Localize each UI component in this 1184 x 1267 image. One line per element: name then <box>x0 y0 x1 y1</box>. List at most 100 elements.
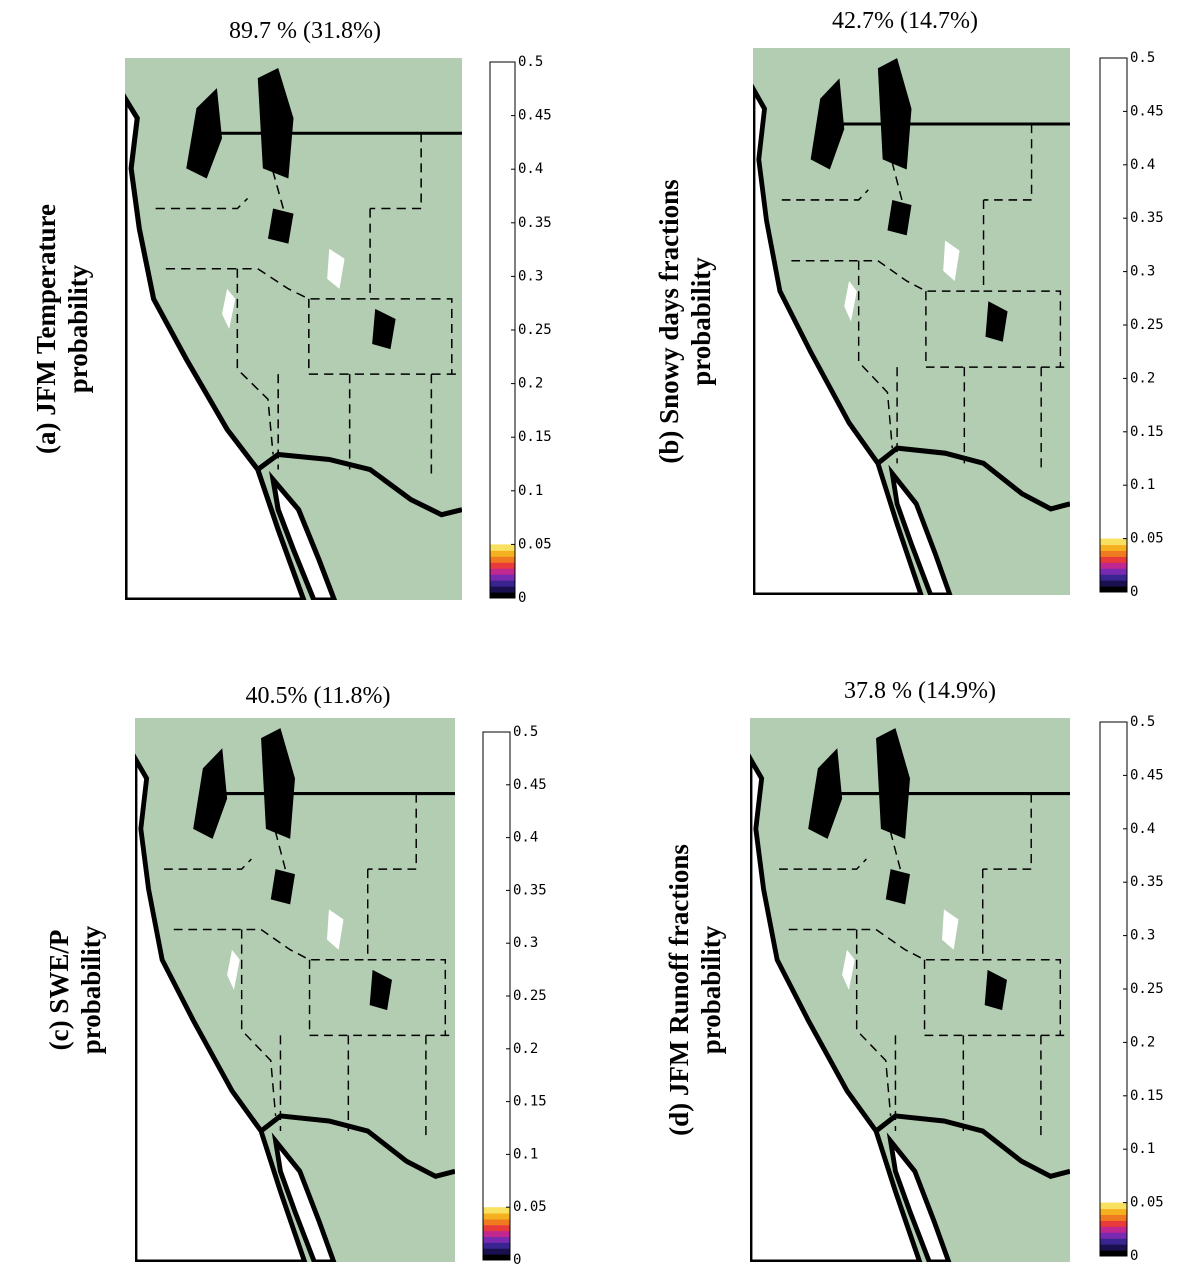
colorbar-swatch <box>1100 1226 1127 1232</box>
colorbar-tick-label: 0.25 <box>1130 981 1164 997</box>
colorbar-swatch <box>1100 574 1127 580</box>
colorbar-tick-label: 0.3 <box>513 935 538 951</box>
colorbar-swatch <box>1100 1203 1127 1209</box>
colorbar-tick-label: 0.1 <box>513 1146 538 1162</box>
colorbar-swatch <box>490 562 515 568</box>
colorbar-swatch <box>1100 1244 1127 1250</box>
colorbar-tick-label: 0.15 <box>513 1094 547 1110</box>
colorbar-swatch <box>1100 1220 1127 1226</box>
colorbar-tick-label: 0 <box>518 590 526 606</box>
colorbar-tick-label: 0.4 <box>513 830 538 846</box>
side-label-line: (c) SWE/P <box>44 930 74 1051</box>
panel-title: 89.7 % (31.8%) <box>229 18 381 44</box>
colorbar-swatch <box>1100 580 1127 586</box>
panel-title: 42.7% (14.7%) <box>832 8 978 34</box>
colorbar-tick-label: 0.15 <box>518 429 552 445</box>
side-label-line: probability <box>686 257 716 386</box>
colorbar-tick-label: 0.3 <box>1130 264 1155 280</box>
colorbar-swatch <box>1100 545 1127 551</box>
colorbar-swatch <box>490 556 515 562</box>
colorbar-tick-label: 0.35 <box>1130 874 1164 890</box>
colorbar-swatch <box>483 1231 510 1237</box>
colorbar-tick-label: 0.05 <box>518 536 552 552</box>
colorbar-swatch <box>483 1237 510 1243</box>
colorbar-tick-label: 0.25 <box>518 322 552 338</box>
colorbar-tick-label: 0.3 <box>1130 928 1155 944</box>
panel: 89.7 % (31.8%) (a) JFM Temperatureprobabi… <box>31 18 552 606</box>
colorbar-tick-label: 0.05 <box>1130 1195 1164 1211</box>
side-label-line: probability <box>63 264 93 393</box>
map <box>753 48 1070 595</box>
colorbar-tick-label: 0 <box>1130 584 1138 600</box>
colorbar-tick-label: 0.5 <box>513 724 538 740</box>
colorbar-frame <box>1100 722 1127 1256</box>
colorbar-tick-label: 0.25 <box>1130 317 1164 333</box>
colorbar-tick-label: 0.05 <box>1130 531 1164 547</box>
side-label-line: probability <box>76 925 106 1054</box>
colorbar-swatch <box>490 568 515 574</box>
colorbar-tick-label: 0.2 <box>1130 1034 1155 1050</box>
colorbar-tick-label: 0.5 <box>1130 714 1155 730</box>
colorbar-swatch <box>1100 550 1127 556</box>
colorbar-tick-label: 0.4 <box>518 161 543 177</box>
colorbar-tick-label: 0.35 <box>1130 210 1164 226</box>
colorbar-tick-label: 0.1 <box>518 483 543 499</box>
colorbar-tick-label: 0.5 <box>1130 50 1155 66</box>
colorbar-tick-label: 0.1 <box>1130 477 1155 493</box>
colorbar-tick-label: 0.4 <box>1130 821 1155 837</box>
colorbar-swatch <box>483 1213 510 1219</box>
side-label-line: probability <box>696 925 726 1054</box>
colorbar-tick-label: 0.5 <box>518 54 543 70</box>
map <box>125 58 462 600</box>
figure: 89.7 % (31.8%)(a) JFM Temperatureprobabi… <box>0 0 1184 1267</box>
colorbar-tick-label: 0.2 <box>1130 370 1155 386</box>
colorbar-swatch <box>1100 1209 1127 1215</box>
colorbar-tick-label: 0.05 <box>513 1199 547 1215</box>
colorbar-swatch <box>1100 1232 1127 1238</box>
colorbar-tick-label: 0.15 <box>1130 424 1164 440</box>
colorbar-swatch <box>490 586 515 592</box>
colorbar-swatch <box>483 1225 510 1231</box>
colorbar-swatch <box>1100 556 1127 562</box>
colorbar-swatch <box>483 1242 510 1248</box>
side-label: (a) JFM Temperatureprobability <box>31 204 93 454</box>
colorbar-tick-label: 0.45 <box>1130 767 1164 783</box>
colorbar-swatch <box>1100 1214 1127 1220</box>
colorbar-swatch <box>490 544 515 550</box>
colorbar-swatch <box>490 550 515 556</box>
colorbar-tick-label: 0.3 <box>518 268 543 284</box>
colorbar-tick-label: 0.45 <box>1130 103 1164 119</box>
colorbar-tick-label: 0 <box>1130 1248 1138 1264</box>
colorbar-swatch <box>490 580 515 586</box>
colorbar-swatch <box>483 1207 510 1213</box>
side-label-line: (a) JFM Temperature <box>31 204 61 454</box>
colorbar-swatch <box>1100 568 1127 574</box>
colorbar-tick-label: 0.45 <box>518 108 552 124</box>
colorbar-swatch <box>1100 1238 1127 1244</box>
colorbar-tick-label: 0.4 <box>1130 157 1155 173</box>
map <box>750 718 1070 1262</box>
colorbar-tick-label: 0.1 <box>1130 1141 1155 1157</box>
panel-title: 40.5% (11.8%) <box>245 683 390 709</box>
colorbar-swatch <box>490 574 515 580</box>
colorbar-tick-label: 0 <box>513 1252 521 1267</box>
colorbar-swatch <box>483 1219 510 1225</box>
colorbar-tick-label: 0.35 <box>518 215 552 231</box>
colorbar-tick-label: 0.45 <box>513 777 547 793</box>
map <box>135 718 455 1262</box>
colorbar-swatch <box>1100 539 1127 545</box>
colorbar-tick-label: 0.15 <box>1130 1088 1164 1104</box>
colorbar-frame <box>1100 58 1127 592</box>
panel-title: 37.8 % (14.9%) <box>844 678 996 704</box>
colorbar-tick-label: 0.2 <box>513 1041 538 1057</box>
colorbar-tick-label: 0.35 <box>513 882 547 898</box>
colorbar-tick-label: 0.2 <box>518 376 543 392</box>
colorbar-swatch <box>1100 562 1127 568</box>
colorbar-swatch <box>483 1248 510 1254</box>
colorbar-tick-label: 0.25 <box>513 988 547 1004</box>
